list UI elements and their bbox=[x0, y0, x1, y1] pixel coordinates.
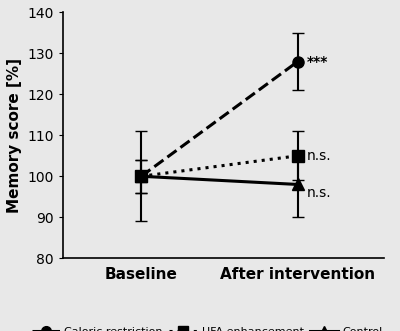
Text: n.s.: n.s. bbox=[307, 149, 332, 163]
Text: ***: *** bbox=[307, 55, 328, 69]
Legend: Caloric restriction, UFA enhancement, Control: Caloric restriction, UFA enhancement, Co… bbox=[28, 322, 387, 331]
Text: n.s.: n.s. bbox=[307, 186, 332, 200]
Y-axis label: Memory score [%]: Memory score [%] bbox=[7, 58, 22, 213]
